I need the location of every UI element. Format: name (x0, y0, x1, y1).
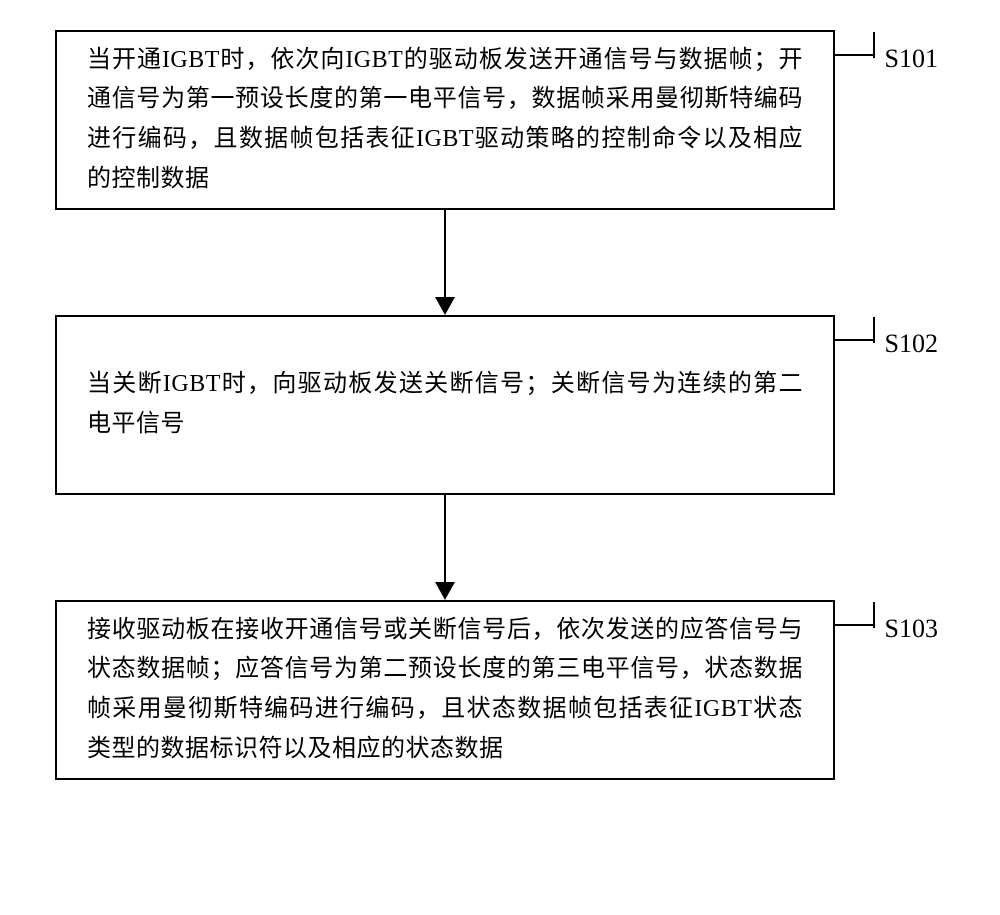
flowchart-step: S101 当开通IGBT时，依次向IGBT的驱动板发送开通信号与数据帧；开通信号… (55, 30, 835, 210)
label-connector-h (833, 339, 875, 341)
step-label: S102 (885, 329, 938, 359)
flowchart-connector (55, 495, 835, 600)
arrow-head-icon (435, 582, 455, 600)
arrow-line (444, 210, 446, 300)
step-label: S103 (885, 614, 938, 644)
arrow-head-icon (435, 297, 455, 315)
label-connector-v (873, 32, 875, 58)
step-text: 接收驱动板在接收开通信号或关断信号后，依次发送的应答信号与状态数据帧；应答信号为… (87, 611, 803, 769)
flowchart-container: S101 当开通IGBT时，依次向IGBT的驱动板发送开通信号与数据帧；开通信号… (55, 30, 945, 780)
label-connector-h (833, 54, 875, 56)
flowchart-step: S103 接收驱动板在接收开通信号或关断信号后，依次发送的应答信号与状态数据帧；… (55, 600, 835, 780)
label-connector-v (873, 602, 875, 628)
step-text: 当开通IGBT时，依次向IGBT的驱动板发送开通信号与数据帧；开通信号为第一预设… (87, 41, 803, 199)
arrow-line (444, 495, 446, 585)
flowchart-step: S102 当关断IGBT时，向驱动板发送关断信号；关断信号为连续的第二电平信号 (55, 315, 835, 495)
label-connector-v (873, 317, 875, 343)
label-connector-h (833, 624, 875, 626)
flowchart-connector (55, 210, 835, 315)
step-text: 当关断IGBT时，向驱动板发送关断信号；关断信号为连续的第二电平信号 (87, 365, 803, 444)
step-label: S101 (885, 44, 938, 74)
